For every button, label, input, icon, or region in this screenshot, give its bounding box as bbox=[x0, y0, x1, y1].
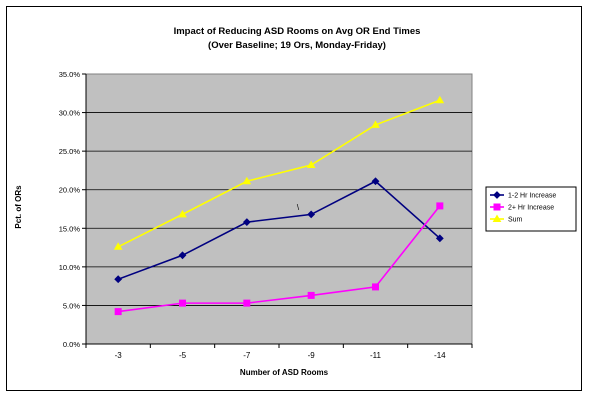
data-point-series-2 bbox=[179, 299, 186, 307]
data-point-series-3 bbox=[113, 242, 123, 250]
y-tick-label: 35.0% bbox=[59, 70, 81, 79]
legend-marker-3 bbox=[492, 214, 502, 222]
data-point-series-3 bbox=[306, 160, 316, 169]
legend-label-2: 2+ Hr Increase bbox=[508, 205, 554, 212]
y-tick-label: 15.0% bbox=[59, 224, 81, 233]
chart-border bbox=[6, 6, 582, 391]
y-tick-label: 25.0% bbox=[59, 147, 81, 156]
data-point-series-2 bbox=[114, 308, 122, 316]
series-line-2 bbox=[118, 205, 441, 313]
chart-title: Impact of Reducing ASD Rooms on Avg OR E… bbox=[174, 26, 421, 37]
x-tick-label: -7 bbox=[243, 351, 251, 360]
data-point-series-1 bbox=[178, 251, 187, 260]
data-point-series-1 bbox=[307, 210, 316, 219]
y-tick-label: 10.0% bbox=[59, 263, 81, 272]
data-point-series-1 bbox=[435, 234, 444, 243]
x-tick-label: -3 bbox=[115, 351, 123, 360]
legend-label-1: 1-2 Hr Increase bbox=[508, 193, 556, 200]
data-point-series-1 bbox=[242, 218, 251, 227]
legend-marker-1 bbox=[493, 191, 501, 199]
data-point-series-1 bbox=[114, 275, 123, 284]
y-tick-label: 20.0% bbox=[59, 186, 81, 195]
data-point-series-2 bbox=[436, 202, 444, 210]
y-tick-label: 0.0% bbox=[63, 340, 80, 349]
data-point-series-2 bbox=[307, 291, 315, 299]
legend-label-3: Sum bbox=[508, 217, 523, 224]
y-axis-title: Pct. of ORs bbox=[14, 185, 23, 229]
x-axis-title: Number of ASD Rooms bbox=[240, 368, 329, 377]
data-point-series-3 bbox=[242, 176, 252, 185]
x-tick-label: -5 bbox=[179, 351, 187, 360]
plot-area: 0.0% 5.0% 10.0% 15.0% 20.0% 25.0% 30.0% 35.0% -3… bbox=[59, 70, 473, 360]
plot-background bbox=[85, 73, 473, 345]
legend: 1-2 Hr Increase 2+ Hr Increase Sum bbox=[485, 186, 577, 232]
series-line-3 bbox=[117, 99, 441, 248]
y-tick-label: 30.0% bbox=[59, 109, 81, 118]
data-point-series-1 bbox=[371, 177, 380, 186]
data-point-series-3 bbox=[178, 209, 187, 218]
data-point-series-2 bbox=[243, 299, 251, 307]
x-tick-label: -9 bbox=[308, 351, 316, 360]
chart-subtitle: (Over Baseline; 19 Ors, Monday-Friday) bbox=[208, 40, 386, 51]
annotation-text: \ bbox=[297, 203, 300, 212]
data-point-series-3 bbox=[435, 95, 445, 104]
legend-marker-2 bbox=[493, 203, 501, 211]
x-tick-label: -11 bbox=[370, 351, 382, 360]
series-line-1 bbox=[117, 180, 441, 280]
data-point-series-3 bbox=[371, 120, 380, 128]
y-tick-label: 5.0% bbox=[63, 301, 80, 310]
data-point-series-2 bbox=[372, 283, 379, 291]
x-tick-label: -14 bbox=[434, 351, 446, 360]
